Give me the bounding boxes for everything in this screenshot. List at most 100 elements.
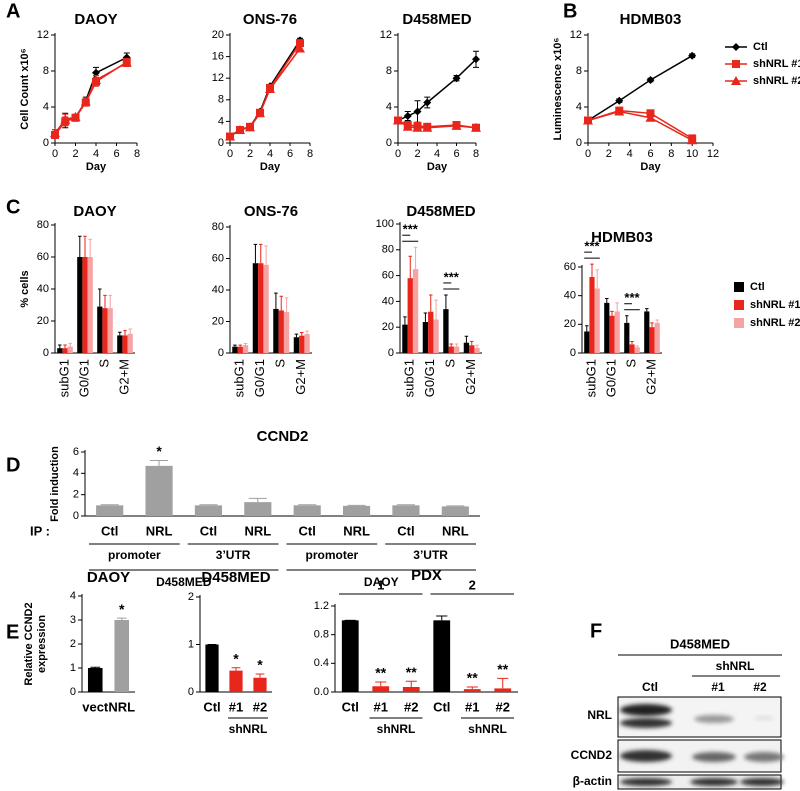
y-tick-label: 12 (570, 29, 582, 41)
y-tick-label: 16 (212, 51, 224, 63)
legend-label: Ctl (750, 281, 765, 293)
x-axis-label: Day (86, 161, 107, 173)
point (583, 115, 593, 125)
blot-band (620, 750, 672, 762)
point (255, 108, 265, 118)
bar (107, 308, 113, 353)
y-tick-label: 80 (37, 219, 49, 231)
y-tick-label: 40 (37, 283, 49, 295)
error-bar (655, 319, 659, 323)
chart-title: DAOY (87, 569, 130, 586)
bar (342, 505, 371, 516)
bar (392, 505, 420, 516)
error-bar (650, 322, 654, 328)
x-tick-label: #1 (229, 699, 243, 714)
error-bar (100, 504, 119, 506)
row-label: CCND2 (571, 748, 613, 762)
bar (283, 312, 290, 353)
chart-title: D458MED (402, 11, 471, 28)
bar (278, 310, 284, 353)
bar (57, 348, 63, 353)
error-bar (464, 335, 469, 343)
y-tick-label: 1.2 (314, 600, 329, 612)
blot-band (690, 778, 738, 786)
line (587, 109, 693, 140)
point (413, 107, 422, 116)
x-axis-label: Day (427, 161, 448, 173)
x-tick-label: subG1 (232, 359, 247, 397)
bar (114, 620, 130, 692)
y-tick-label: 2 (70, 638, 76, 650)
legend-label: shNRL #2 (750, 317, 800, 329)
significance: *** (444, 269, 460, 284)
bar (649, 327, 655, 353)
y-tick-label: 4 (386, 101, 392, 113)
y-tick-label: 20 (37, 315, 49, 327)
point (645, 112, 656, 122)
legend-swatch (734, 300, 744, 310)
y-tick-label: 40 (564, 290, 576, 302)
error-bar (466, 686, 478, 690)
point (92, 68, 100, 77)
significance: * (119, 601, 125, 617)
x-tick-label: G2+M (293, 359, 308, 395)
line (229, 39, 301, 138)
error-bar (645, 308, 649, 312)
significance: ** (406, 664, 417, 680)
point (614, 106, 625, 116)
error-bar (610, 310, 614, 316)
x-tick-label: 0 (395, 148, 401, 160)
point (121, 57, 132, 67)
y-tick-label: 20 (212, 29, 224, 41)
point (687, 135, 698, 145)
y-axis-label: % cells (19, 270, 31, 307)
x-tick-label: 8 (473, 148, 479, 160)
y-tick-label: 4 (70, 590, 76, 602)
y-tick-label: 20 (564, 318, 576, 330)
blot-band (692, 752, 736, 762)
x-tick-label: G2+M (116, 359, 131, 395)
y-tick-label: 4 (43, 101, 49, 113)
error-bar (375, 681, 387, 687)
point (60, 114, 71, 124)
group-label: shNRL (229, 722, 268, 736)
x-tick-label: 2 (606, 148, 612, 160)
error-bar (88, 238, 92, 257)
chart-title: HDMB03 (591, 229, 653, 246)
point (393, 115, 403, 125)
bar (463, 342, 470, 353)
bar (205, 644, 219, 692)
bar (244, 502, 272, 516)
x-tick-label: #2 (404, 699, 418, 714)
bar (77, 257, 83, 353)
y-tick-label: 0 (218, 137, 224, 149)
y-tick-label: 0 (188, 686, 194, 698)
error-bar (469, 340, 474, 346)
y-tick-label: 2 (188, 591, 194, 603)
bar (194, 505, 223, 516)
error-bar (446, 505, 465, 507)
y-tick-label: 20 (212, 315, 224, 327)
bar (448, 346, 454, 353)
error-bar (423, 312, 428, 323)
point (403, 112, 412, 120)
y-tick-label: 60 (564, 261, 576, 273)
x-tick-label: NRL (146, 523, 173, 538)
significance: * (233, 650, 239, 666)
blot-band (754, 716, 774, 720)
significance: * (156, 443, 162, 459)
chart-title: ONS-76 (243, 11, 297, 28)
x-axis-label: Day (640, 161, 661, 173)
top-group-label: 2 (469, 577, 476, 592)
panel-label: A (6, 0, 20, 22)
y-tick-label: 80 (212, 221, 224, 233)
point (451, 120, 462, 130)
x-tick-label: G0/G1 (76, 359, 91, 397)
x-tick-label: 0 (52, 148, 58, 160)
x-tick-label: NRL (442, 523, 469, 538)
bar (242, 345, 249, 353)
top-group-label: 1 (377, 577, 384, 592)
x-tick-label: #1 (374, 699, 388, 714)
lane-label: #2 (753, 680, 767, 694)
error-bar (78, 235, 82, 257)
